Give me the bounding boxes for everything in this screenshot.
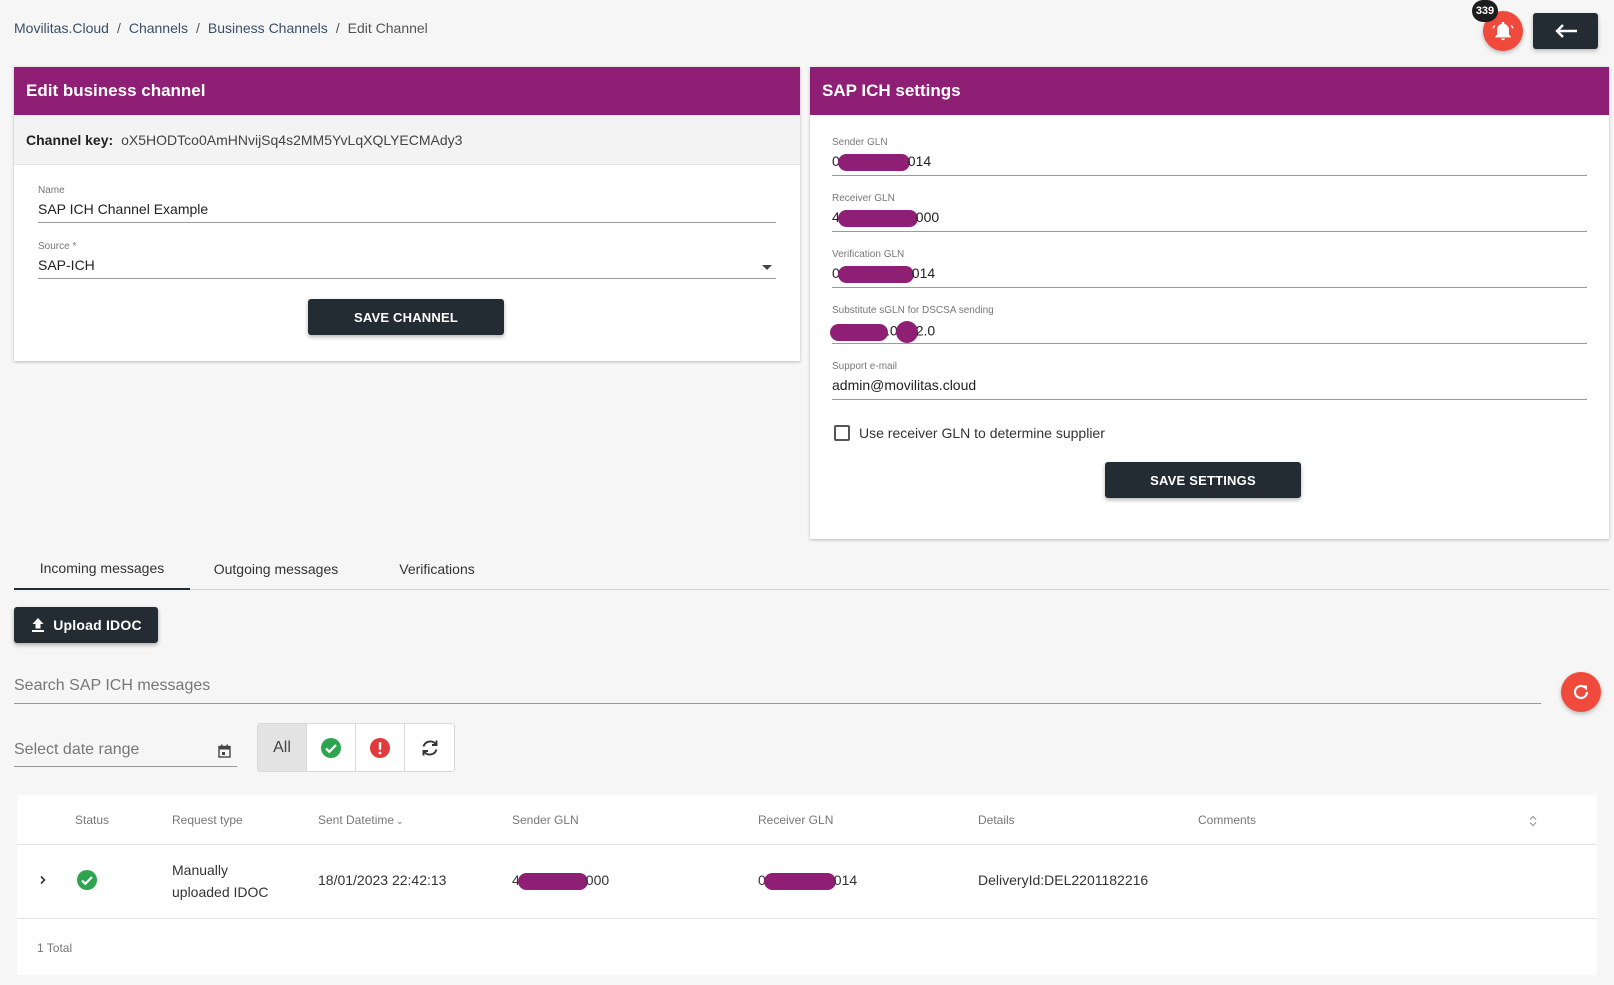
substitute-sgln-field[interactable]: Substitute sGLN for DSCSA sending .0 2.0 <box>830 305 1587 344</box>
breadcrumb-channels[interactable]: Channels <box>128 20 188 36</box>
sender-gln-field[interactable]: Sender GLN 0 014 <box>832 137 1587 176</box>
redaction-mark <box>837 209 918 227</box>
col-status[interactable]: Status <box>75 813 110 827</box>
redaction-mark <box>763 872 836 890</box>
refresh-button[interactable] <box>1561 672 1601 712</box>
tab-verifications[interactable]: Verifications <box>399 561 475 577</box>
breadcrumb-business-channels[interactable]: Business Channels <box>207 20 328 36</box>
chevron-down-icon <box>762 265 772 270</box>
details-cell: DeliveryId:DEL2201182216 <box>978 872 1149 888</box>
filter-pending-button[interactable] <box>405 724 454 771</box>
redaction-mark <box>517 872 588 890</box>
channel-key-value: oX5HODTco0AmHNvijSq4s2MM5YvLqXQLYECMAdy3 <box>121 131 463 148</box>
date-range-placeholder: Select date range <box>14 740 140 758</box>
substitute-sgln-value: .0 2.0 <box>830 321 1587 343</box>
status-success-icon <box>77 870 97 890</box>
sort-caret-icon: ⌄ <box>396 816 404 826</box>
back-button[interactable] <box>1533 13 1598 49</box>
sender-gln-label: Sender GLN <box>832 137 888 148</box>
search-placeholder: Search SAP ICH messages <box>14 676 211 694</box>
name-field-value: SAP ICH Channel Example <box>38 201 209 217</box>
filter-error-button[interactable] <box>356 724 405 771</box>
verification-gln-value: 0 014 <box>832 265 936 283</box>
search-messages-input[interactable]: Search SAP ICH messages <box>14 668 1541 704</box>
name-field-label: Name <box>38 185 65 196</box>
filter-success-button[interactable] <box>307 724 356 771</box>
name-field[interactable]: Name SAP ICH Channel Example <box>38 185 776 223</box>
request-type-cell: Manually uploaded IDOC <box>172 862 269 900</box>
support-email-label: Support e-mail <box>832 361 898 372</box>
channel-key-row: Channel key: oX5HODTco0AmHNvijSq4s2MM5Yv… <box>14 115 800 165</box>
receiver-gln-field[interactable]: Receiver GLN 4 000 <box>832 193 1587 232</box>
support-email-value: admin@movilitas.cloud <box>832 377 977 393</box>
notifications-button[interactable] <box>1483 11 1523 51</box>
table-header: Status Request type Sent Datetime ⌄ Sende… <box>17 795 1597 845</box>
message-tabs: Incoming messages Outgoing messages Veri… <box>14 548 1609 590</box>
arrow-left-icon <box>1554 24 1577 38</box>
tab-incoming-messages[interactable]: Incoming messages <box>14 548 190 590</box>
col-receiver-gln[interactable]: Receiver GLN <box>758 813 834 827</box>
check-circle-icon <box>321 737 341 758</box>
edit-channel-title: Edit business channel <box>14 67 800 115</box>
sap-ich-settings-card: SAP ICH settings Sender GLN 0 014 Receive… <box>810 67 1609 539</box>
table-total: 1 Total <box>37 941 73 955</box>
col-request-type[interactable]: Request type <box>172 813 243 827</box>
verification-gln-label: Verification GLN <box>832 249 905 260</box>
use-receiver-gln-label: Use receiver GLN to determine supplier <box>859 425 1105 441</box>
source-select-label: Source * <box>38 241 77 252</box>
sender-gln-cell: 4 000 <box>512 872 610 890</box>
col-sender-gln[interactable]: Sender GLN <box>512 813 579 827</box>
col-sent-datetime[interactable]: Sent Datetime ⌄ <box>318 813 404 827</box>
channel-key-label: Channel key: <box>26 131 114 148</box>
receiver-gln-cell: 0 014 <box>758 872 858 890</box>
upload-idoc-label: Upload IDOC <box>53 617 142 633</box>
breadcrumb-current: Edit Channel <box>347 20 428 36</box>
filter-all-button[interactable]: All <box>258 724 307 771</box>
receiver-gln-value: 4 000 <box>832 209 940 227</box>
chevron-right-icon[interactable] <box>39 875 47 885</box>
support-email-field[interactable]: Support e-mail admin@movilitas.cloud <box>832 361 1587 400</box>
col-details[interactable]: Details <box>978 813 1015 827</box>
calendar-icon[interactable] <box>218 744 231 758</box>
bell-icon <box>1492 21 1514 41</box>
substitute-sgln-label: Substitute sGLN for DSCSA sending <box>832 305 994 316</box>
verification-gln-field[interactable]: Verification GLN 0 014 <box>832 249 1587 288</box>
tab-outgoing-messages[interactable]: Outgoing messages <box>213 561 339 577</box>
source-select[interactable]: Source * SAP-ICH <box>38 241 776 279</box>
status-filter-group: All <box>257 723 455 772</box>
upload-icon <box>32 618 45 632</box>
source-select-value: SAP-ICH <box>38 257 95 273</box>
redaction-mark <box>837 265 914 283</box>
sender-gln-value: 0 014 <box>832 153 932 171</box>
error-circle-icon <box>370 737 390 758</box>
use-receiver-gln-checkbox[interactable] <box>834 425 850 441</box>
save-channel-button[interactable]: SAVE CHANNEL <box>308 299 504 335</box>
sync-icon <box>422 740 437 755</box>
notification-count-badge: 339 <box>1472 0 1498 22</box>
save-settings-button[interactable]: SAVE SETTINGS <box>1105 462 1301 498</box>
sort-icon[interactable] <box>1529 815 1537 827</box>
col-comments[interactable]: Comments <box>1198 813 1257 827</box>
redaction-mark <box>895 321 918 343</box>
receiver-gln-label: Receiver GLN <box>832 193 895 204</box>
date-range-input[interactable]: Select date range <box>14 733 237 767</box>
redaction-mark <box>830 323 888 341</box>
breadcrumb-home[interactable]: Movilitas.Cloud <box>14 20 109 36</box>
breadcrumb: Movilitas.Cloud / Channels / Business Channe… <box>14 20 428 36</box>
upload-idoc-button[interactable]: Upload IDOC <box>14 607 158 643</box>
sent-datetime-cell: 18/01/2023 22:42:13 <box>318 872 447 888</box>
redaction-mark <box>837 153 910 171</box>
messages-table: Status Request type Sent Datetime ⌄ Sende… <box>17 795 1597 975</box>
sap-settings-title: SAP ICH settings <box>810 67 1609 115</box>
table-row[interactable]: Manually uploaded IDOC 18/01/2023 22:42:… <box>17 845 1597 919</box>
use-receiver-gln-checkbox-row[interactable]: Use receiver GLN to determine supplier <box>834 425 1105 441</box>
refresh-icon <box>1573 684 1589 700</box>
edit-channel-card: Edit business channel Channel key: oX5HO… <box>14 67 800 361</box>
